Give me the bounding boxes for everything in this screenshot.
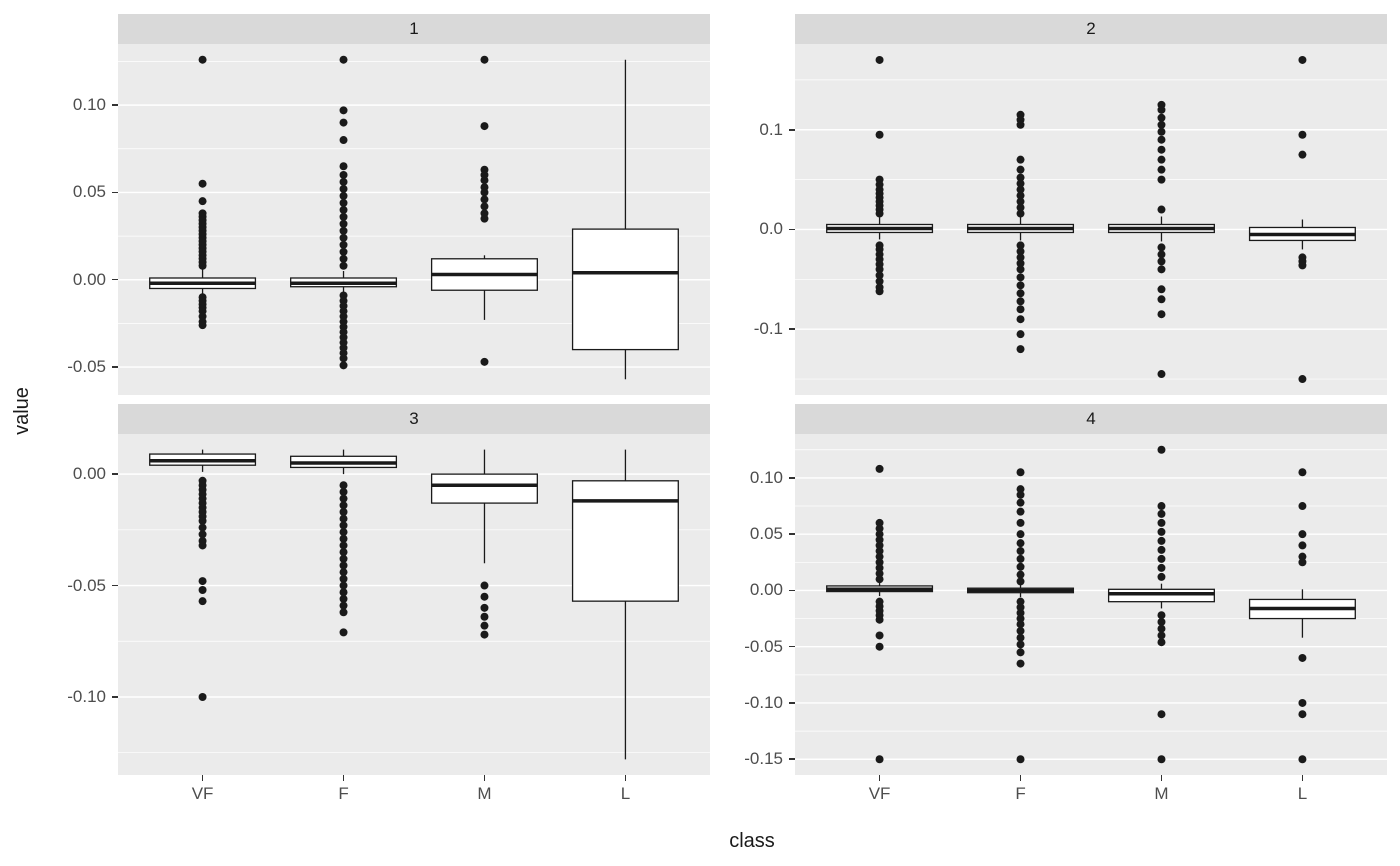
y-tick-mark — [112, 278, 118, 281]
boxplot-F — [967, 110, 1075, 354]
x-tick-label: F — [1015, 784, 1026, 803]
boxplot-F — [290, 55, 398, 370]
boxplot-L — [1248, 468, 1356, 764]
gridlines-major — [795, 477, 1387, 760]
x-tick-mark — [342, 775, 345, 781]
outlier-points — [1298, 55, 1307, 384]
boxplot-F — [290, 449, 398, 637]
boxplot-M — [1107, 100, 1215, 379]
y-tick-label: -0.10 — [744, 692, 783, 712]
y-tick-label: 0.0 — [759, 219, 783, 239]
x-tick-mark — [1301, 775, 1304, 781]
x-tick-mark — [878, 775, 881, 781]
boxplot-VF — [149, 449, 257, 701]
x-tick-mark — [483, 775, 486, 781]
outlier-points — [875, 55, 884, 296]
outlier-points — [1157, 445, 1166, 764]
x-tick-label: M — [477, 784, 492, 803]
boxplot-M — [1107, 445, 1215, 764]
y-tick-label: -0.10 — [67, 686, 106, 706]
y-tick-label: -0.05 — [67, 575, 106, 595]
facet-strip-4: 4 — [795, 404, 1387, 434]
gridlines-minor — [795, 79, 1387, 380]
boxplot-M — [430, 55, 538, 366]
y-tick-mark — [112, 473, 118, 475]
y-tick-label: -0.05 — [744, 636, 783, 656]
facet-strip-label: 3 — [409, 409, 419, 428]
boxplot-M — [430, 449, 538, 639]
y-tick-label: 0.1 — [759, 119, 783, 139]
outlier-points — [1016, 468, 1025, 764]
facet-strip-label: 1 — [409, 19, 419, 38]
y-tick-label: 0.00 — [749, 580, 783, 600]
x-tick-mark — [201, 775, 204, 781]
outlier-points — [1298, 468, 1307, 764]
y-tick-mark — [112, 104, 118, 106]
y-tick-mark — [789, 328, 795, 330]
facet-strip-label: 2 — [1086, 19, 1096, 38]
outlier-points — [198, 55, 207, 330]
y-tick-mark — [789, 589, 795, 592]
y-tick-mark — [789, 702, 795, 704]
box — [571, 228, 679, 351]
box — [571, 480, 679, 602]
panel-background — [795, 44, 1387, 395]
x-axis-title: class — [729, 830, 775, 852]
facet-panel-4 — [795, 434, 1387, 775]
y-tick-label: 0.05 — [749, 524, 783, 544]
boxplot-L — [571, 59, 679, 380]
boxplot-L — [571, 449, 679, 760]
outlier-points — [480, 581, 489, 639]
x-tick-label: VF — [191, 784, 214, 803]
x-tick-label: L — [620, 784, 631, 803]
y-tick-label: 0.00 — [72, 269, 106, 289]
x-tick-label: L — [1297, 784, 1308, 803]
y-tick-mark — [789, 129, 795, 131]
outlier-points — [480, 55, 489, 366]
y-tick-label: -0.1 — [753, 319, 783, 339]
facet-panel-1 — [118, 44, 710, 395]
outlier-points — [1016, 110, 1025, 354]
x-tick-mark — [1019, 775, 1022, 781]
y-tick-mark — [789, 477, 795, 479]
facet-panel-2 — [795, 44, 1387, 395]
facet-strip-1: 1 — [118, 14, 710, 44]
y-tick-label: 0.05 — [72, 182, 106, 202]
y-tick-mark — [112, 584, 118, 587]
y-tick-mark — [112, 696, 118, 698]
outlier-points — [875, 464, 884, 764]
boxplot-VF — [826, 55, 934, 296]
y-tick-mark — [112, 191, 118, 194]
y-tick-mark — [789, 228, 795, 231]
x-tick-mark — [624, 775, 627, 781]
y-tick-label: -0.15 — [744, 749, 783, 769]
y-tick-label: 0.00 — [72, 464, 106, 484]
y-tick-mark — [789, 533, 795, 535]
facet-strip-label: 4 — [1086, 409, 1096, 428]
boxplot-VF — [149, 55, 257, 330]
y-tick-mark — [112, 366, 118, 368]
x-tick-label: VF — [868, 784, 891, 803]
y-tick-mark — [789, 758, 795, 760]
outlier-points — [339, 55, 348, 370]
x-tick-label: F — [338, 784, 349, 803]
x-tick-mark — [1160, 775, 1163, 781]
facet-strip-3: 3 — [118, 404, 710, 434]
y-tick-mark — [789, 645, 795, 648]
boxplot-VF — [826, 464, 934, 764]
outlier-points — [198, 476, 207, 701]
x-tick-label: M — [1154, 784, 1169, 803]
y-tick-label: -0.05 — [67, 357, 106, 377]
boxplot-F — [967, 468, 1075, 764]
boxplot-L — [1248, 55, 1356, 384]
outlier-points — [1157, 100, 1166, 379]
facet-panel-3 — [118, 434, 710, 775]
y-tick-label: 0.10 — [72, 95, 106, 115]
facet-strip-2: 2 — [795, 14, 1387, 44]
box — [430, 473, 538, 504]
y-tick-label: 0.10 — [749, 467, 783, 487]
outlier-points — [339, 481, 348, 637]
